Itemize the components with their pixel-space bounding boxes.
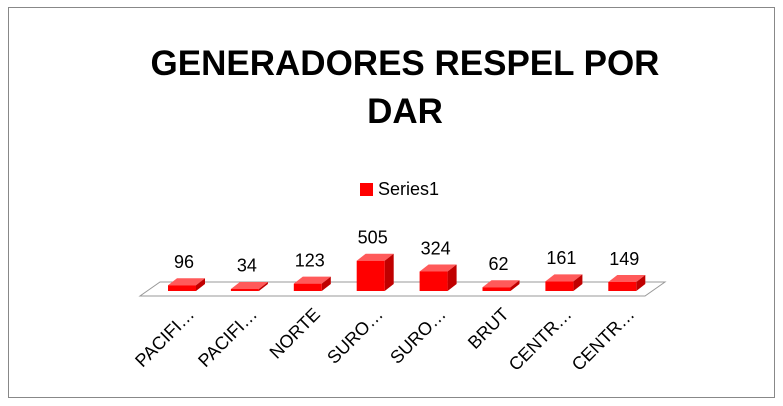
- bar-front: [545, 281, 574, 291]
- bar-front: [356, 260, 385, 291]
- bar-top: [482, 280, 520, 288]
- bar-side: [321, 276, 331, 291]
- data-label: 34: [237, 256, 257, 276]
- bar-top: [168, 278, 205, 286]
- data-label: 161: [546, 248, 576, 268]
- bar-top: [419, 264, 457, 272]
- bar-top: [356, 253, 394, 261]
- data-label: 324: [421, 238, 451, 258]
- data-label: 505: [358, 227, 388, 247]
- bar: [545, 274, 583, 291]
- bar-front: [230, 288, 259, 291]
- data-label: 123: [295, 250, 325, 270]
- bar-top: [230, 281, 268, 289]
- bar-side: [447, 264, 457, 291]
- legend-label: Series1: [378, 179, 439, 199]
- bar-side: [384, 253, 394, 291]
- bar-top: [608, 275, 646, 283]
- bar: [356, 253, 394, 291]
- bar-side: [636, 275, 646, 291]
- bar-front: [482, 287, 511, 291]
- data-label: 96: [174, 252, 194, 272]
- bar-side: [510, 280, 520, 291]
- bar-side: [258, 281, 268, 291]
- bar: [608, 275, 646, 291]
- bar: [419, 264, 457, 291]
- bar-front: [608, 282, 637, 291]
- floor: [138, 281, 667, 297]
- bar: [230, 281, 268, 291]
- bar-top: [545, 274, 583, 282]
- bar-front: [293, 283, 322, 291]
- bar: [482, 280, 520, 291]
- bar-side: [196, 278, 205, 291]
- data-label: 62: [488, 254, 508, 274]
- bar-top: [293, 276, 331, 284]
- chart-title: GENERADORES RESPEL POR DAR: [150, 44, 660, 131]
- bar-front: [419, 271, 448, 291]
- chart-border: [8, 7, 775, 398]
- legend-swatch: [360, 183, 373, 196]
- bar: [168, 278, 205, 291]
- bar-front: [168, 285, 196, 291]
- bar: [293, 276, 331, 291]
- bar-side: [573, 274, 583, 291]
- data-label: 149: [609, 249, 639, 269]
